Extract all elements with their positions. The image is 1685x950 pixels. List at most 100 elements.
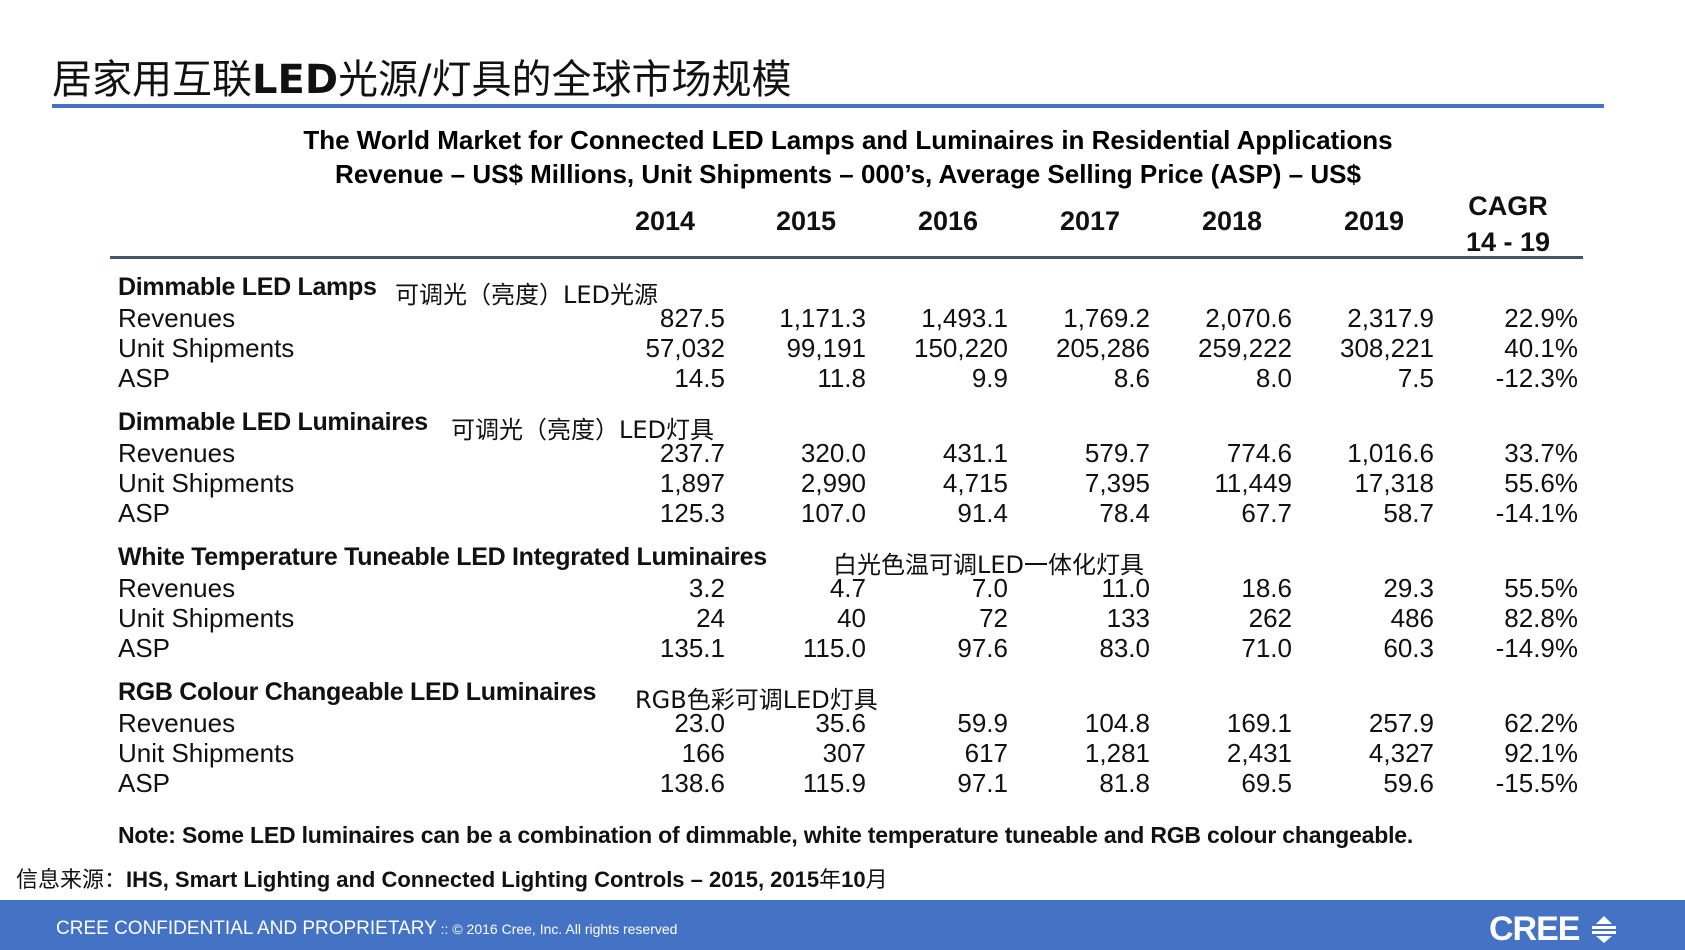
table-cell: 2,990	[800, 468, 866, 498]
cree-logo-arrows-icon	[1592, 916, 1616, 943]
table-cell: 774.6	[1226, 438, 1292, 468]
title-latin-part: LED	[252, 57, 339, 103]
source-text: IHS, Smart Lighting and Connected Lighti…	[126, 867, 820, 892]
section-title-cn: 可调光（亮度）LED光源	[395, 281, 659, 309]
table-cell: 67.7	[1241, 498, 1292, 528]
year-header-4: 2018	[1201, 206, 1263, 236]
table-cell: 133	[1106, 603, 1150, 633]
cagr-header-line2: 14 - 19	[1465, 227, 1551, 257]
section-title-cn: 可调光（亮度）LED灯具	[451, 416, 715, 444]
table-cell: 579.7	[1084, 438, 1150, 468]
table-cell: 4,715	[942, 468, 1008, 498]
table-cell: 57,032	[645, 333, 725, 363]
table-caption-line1: The World Market for Connected LED Lamps…	[303, 125, 1393, 155]
year-header-5: 2019	[1343, 206, 1405, 236]
title-underline	[52, 104, 1604, 108]
table-cell: 166	[681, 738, 725, 768]
table-cell: 115.9	[802, 768, 866, 798]
row-label: Revenues	[118, 303, 236, 333]
table-cell: 14.5	[674, 363, 725, 393]
table-cell: 99,191	[786, 333, 866, 363]
cagr-cell: -12.3%	[1495, 363, 1578, 393]
table-header-rule	[110, 256, 1583, 259]
table-cell: 827.5	[659, 303, 725, 333]
row-label: Unit Shipments	[118, 603, 295, 633]
table-cell: 97.6	[957, 633, 1008, 663]
table-cell: 1,171.3	[779, 303, 866, 333]
row-label: ASP	[118, 768, 171, 798]
table-cell: 104.8	[1084, 708, 1150, 738]
section-title: White Temperature Tuneable LED Integrate…	[118, 543, 767, 571]
cagr-cell: 92.1%	[1504, 738, 1578, 768]
table-cell: 60.3	[1383, 633, 1434, 663]
title-cn-part-b: 光源/灯具的全球市场规模	[338, 57, 792, 103]
slide-title: 居家用互联LED光源/灯具的全球市场规模	[52, 58, 792, 102]
table-cell: 486	[1390, 603, 1434, 633]
table-cell: 23.0	[674, 708, 725, 738]
table-cell: 1,897	[659, 468, 725, 498]
cagr-cell: -14.1%	[1495, 498, 1578, 528]
row-label: ASP	[118, 633, 171, 663]
table-cell: 72	[979, 603, 1008, 633]
row-label: Revenues	[118, 438, 236, 468]
table-cell: 205,286	[1056, 333, 1150, 363]
table-cell: 431.1	[942, 438, 1008, 468]
table-cell: 2,070.6	[1205, 303, 1292, 333]
table-cell: 4,327	[1368, 738, 1434, 768]
source-year-char: 年	[819, 868, 842, 893]
table-cell: 17,318	[1354, 468, 1434, 498]
year-header-0: 2014	[634, 206, 696, 236]
table-cell: 169.1	[1226, 708, 1292, 738]
table-cell: 8.0	[1255, 363, 1292, 393]
section-title: Dimmable LED Lamps	[118, 273, 377, 301]
table-cell: 24	[696, 603, 725, 633]
title-cn-part-a: 居家用互联	[52, 57, 252, 103]
table-cell: 58.7	[1383, 498, 1434, 528]
table-cell: 7,395	[1084, 468, 1150, 498]
table-cell: 3.2	[688, 573, 725, 603]
year-header-2: 2016	[917, 206, 979, 236]
table-cell: 11.8	[817, 363, 866, 393]
table-cell: 7.5	[1397, 363, 1434, 393]
source-prefix: 信息来源：	[16, 868, 127, 893]
table-cell: 2,317.9	[1347, 303, 1434, 333]
table-cell: 115.0	[802, 633, 866, 663]
table-cell: 9.9	[971, 363, 1008, 393]
row-label: ASP	[118, 498, 171, 528]
cagr-header-line1: CAGR	[1468, 191, 1548, 221]
cagr-cell: -14.9%	[1495, 633, 1578, 663]
section-title: Dimmable LED Luminaires	[118, 408, 428, 436]
table-cell: 257.9	[1368, 708, 1434, 738]
table-cell: 29.3	[1383, 573, 1434, 603]
cagr-cell: 55.5%	[1504, 573, 1578, 603]
cagr-cell: 33.7%	[1504, 438, 1578, 468]
table-cell: 81.8	[1099, 768, 1150, 798]
row-label: Revenues	[118, 573, 236, 603]
table-caption-line2: Revenue – US$ Millions, Unit Shipments –…	[335, 159, 1361, 189]
table-cell: 35.6	[815, 708, 866, 738]
source-month-char: 月	[865, 868, 888, 893]
table-cell: 138.6	[659, 768, 725, 798]
table-cell: 83.0	[1099, 633, 1150, 663]
table-cell: 2,431	[1226, 738, 1292, 768]
table-cell: 59.6	[1383, 768, 1434, 798]
table-cell: 307	[822, 738, 866, 768]
table-cell: 308,221	[1340, 333, 1434, 363]
cagr-cell: 22.9%	[1504, 303, 1578, 333]
table-cell: 107.0	[800, 498, 866, 528]
table-cell: 125.3	[659, 498, 725, 528]
table-cell: 18.6	[1241, 573, 1292, 603]
footer-text: CREE CONFIDENTIAL AND PROPRIETARY :: © 2…	[56, 918, 677, 940]
table-cell: 135.1	[659, 633, 725, 663]
footer-bar	[0, 900, 1685, 950]
section-title-cn: 白光色温可调LED一体化灯具	[833, 551, 1145, 579]
table-cell: 78.4	[1099, 498, 1150, 528]
row-label: ASP	[118, 363, 171, 393]
table-cell: 237.7	[659, 438, 725, 468]
source-line: 信息来源：IHS, Smart Lighting and Connected L…	[16, 862, 888, 894]
table-cell: 40	[837, 603, 866, 633]
row-label: Revenues	[118, 708, 236, 738]
table-cell: 11.0	[1101, 573, 1150, 603]
table-cell: 4.7	[829, 573, 866, 603]
table-cell: 97.1	[957, 768, 1008, 798]
